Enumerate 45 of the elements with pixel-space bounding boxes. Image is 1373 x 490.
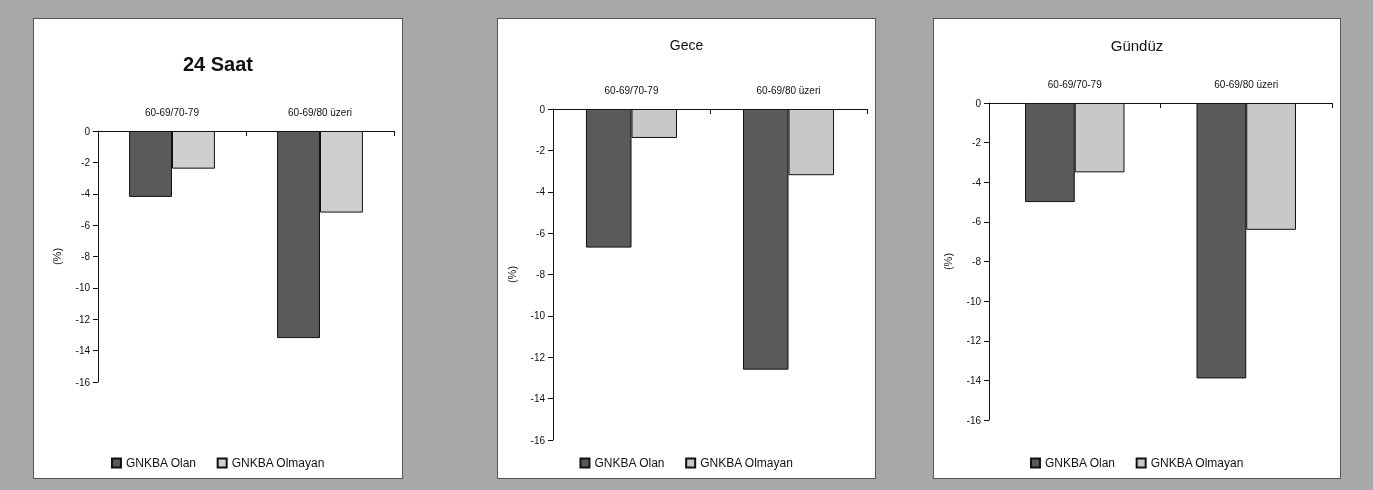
y-tick-label: -16 — [530, 434, 546, 446]
y-tick-label: -2 — [536, 144, 546, 156]
x-tick-label: 60-69/70-79 — [145, 106, 200, 118]
y-tick-label: 0 — [975, 97, 982, 109]
y-tick-label: -4 — [536, 186, 546, 198]
legend-label: GNKBA Olan — [125, 456, 196, 470]
legend-label: GNKBA Olmayan — [1150, 456, 1244, 470]
y-tick-label: -16 — [75, 376, 91, 388]
y-tick-label: -10 — [966, 295, 982, 307]
y-tick-label: -12 — [530, 351, 546, 363]
y-tick-label: -14 — [530, 393, 546, 405]
y-tick-label: 0 — [539, 103, 546, 115]
y-tick-label: -4 — [81, 188, 91, 200]
y-tick-label: -14 — [75, 345, 91, 357]
chart-title: Gece — [669, 37, 704, 53]
legend-label: GNKBA Olan — [1044, 456, 1115, 470]
y-tick-label: -16 — [966, 414, 982, 426]
chart-title: Gündüz — [1110, 37, 1164, 54]
y-tick-label: 0 — [84, 125, 91, 137]
legend-label: GNKBA Olan — [594, 456, 665, 470]
y-axis-title: (%) — [941, 252, 954, 271]
x-tick-label: 60-69/80 üzeri — [756, 84, 821, 96]
y-tick-label: -4 — [972, 176, 982, 188]
legend-label: GNKBA Olmayan — [700, 456, 793, 470]
y-tick-label: -6 — [536, 227, 546, 239]
y-tick-label: -6 — [972, 216, 982, 228]
y-tick-label: -2 — [81, 156, 91, 168]
y-tick-label: -12 — [75, 313, 91, 325]
y-tick-label: -8 — [972, 256, 982, 267]
y-tick-label: -14 — [966, 374, 982, 386]
chart-title: 24 Saat — [182, 53, 254, 75]
x-tick-label: 60-69/70-79 — [604, 84, 659, 96]
legend-label: GNKBA Olmayan — [231, 456, 325, 470]
y-tick-label: -6 — [81, 219, 91, 231]
y-tick-label: -12 — [966, 335, 982, 347]
y-tick-label: -8 — [536, 269, 546, 280]
y-axis-title: (%) — [50, 247, 63, 266]
y-tick-label: -10 — [75, 282, 91, 294]
x-tick-label: 60-69/80 üzeri — [1214, 78, 1279, 90]
y-tick-label: -2 — [972, 137, 982, 149]
y-tick-label: -8 — [81, 251, 91, 262]
y-tick-label: -10 — [530, 310, 546, 322]
x-tick-label: 60-69/80 üzeri — [288, 106, 352, 118]
x-tick-label: 60-69/70-79 — [1047, 78, 1103, 90]
y-axis-title: (%) — [505, 265, 518, 284]
